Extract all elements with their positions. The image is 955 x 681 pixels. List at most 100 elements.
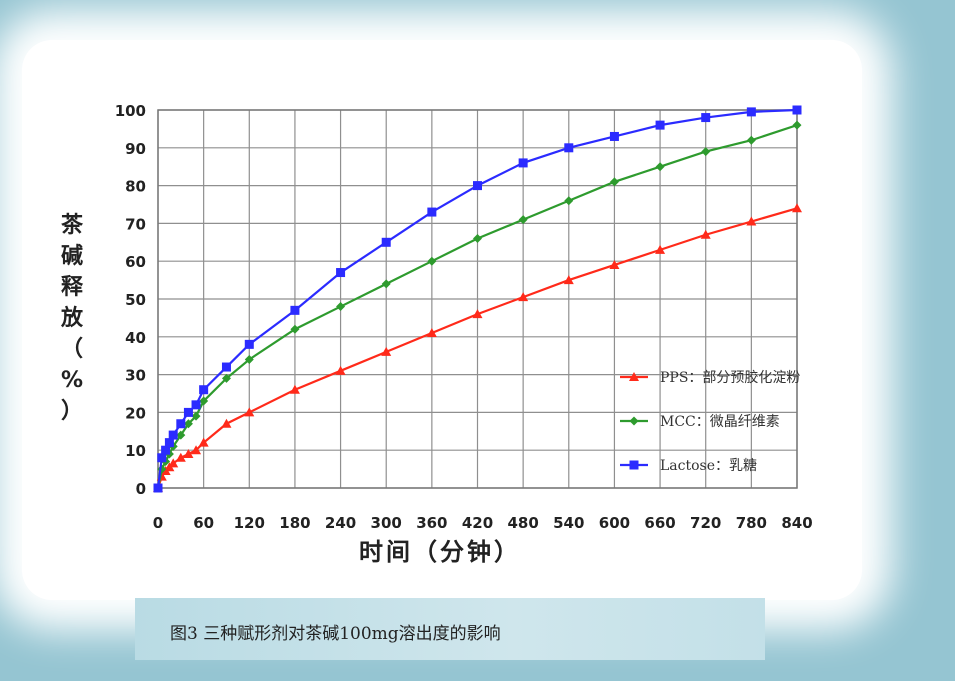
data-point bbox=[191, 411, 201, 421]
x-tick-label: 60 bbox=[193, 514, 214, 532]
x-tick-label: 660 bbox=[644, 514, 675, 532]
data-point bbox=[609, 131, 619, 141]
legend-marker bbox=[629, 460, 639, 470]
data-point bbox=[175, 452, 186, 462]
data-point bbox=[183, 407, 193, 417]
data-point bbox=[191, 445, 202, 455]
tick-labels: 0 60 120 180 240 300 360 420 480 540 600 660 720 780 8… bbox=[115, 102, 813, 532]
y-axis-label: 茶碱释放（%） bbox=[60, 213, 84, 424]
legend-label: Lactose：乳糖 bbox=[660, 458, 757, 474]
plot-area bbox=[157, 109, 798, 489]
y-tick-label: 60 bbox=[125, 253, 146, 271]
x-tick-label: 240 bbox=[325, 514, 356, 532]
y-tick-label: 50 bbox=[125, 291, 146, 309]
data-point bbox=[381, 279, 391, 289]
y-tick-label: 30 bbox=[125, 367, 146, 385]
x-tick-label: 780 bbox=[736, 514, 767, 532]
data-point bbox=[563, 275, 574, 285]
data-point bbox=[199, 385, 209, 395]
data-point bbox=[336, 268, 346, 278]
x-tick-label: 840 bbox=[781, 514, 812, 532]
data-point bbox=[290, 305, 300, 315]
data-point bbox=[609, 177, 619, 187]
y-tick-label: 70 bbox=[125, 215, 146, 233]
x-tick-label: 180 bbox=[279, 514, 310, 532]
y-tick-label: 80 bbox=[125, 178, 146, 196]
data-point bbox=[153, 483, 163, 493]
data-point bbox=[290, 324, 300, 334]
data-point bbox=[289, 384, 300, 394]
data-point bbox=[191, 400, 201, 410]
data-point bbox=[792, 120, 802, 130]
legend-marker bbox=[629, 372, 639, 381]
data-point bbox=[792, 105, 802, 115]
data-point bbox=[381, 237, 391, 247]
y-tick-label: 40 bbox=[125, 329, 146, 347]
data-point bbox=[473, 181, 482, 191]
y-tick-label: 90 bbox=[125, 140, 146, 158]
grid bbox=[157, 109, 798, 489]
data-point bbox=[655, 244, 666, 254]
x-tick-label: 420 bbox=[462, 514, 493, 532]
x-tick-label: 360 bbox=[416, 514, 447, 532]
data-point bbox=[655, 162, 665, 172]
data-point bbox=[792, 203, 802, 213]
data-point bbox=[336, 302, 346, 312]
data-point bbox=[198, 437, 209, 447]
caption-band bbox=[135, 598, 765, 660]
data-point bbox=[655, 120, 665, 130]
legend-label: MCC：微晶纤维素 bbox=[660, 414, 780, 430]
data-point bbox=[221, 373, 231, 383]
data-point bbox=[161, 445, 171, 455]
series-1 bbox=[153, 203, 802, 492]
data-point bbox=[176, 419, 186, 429]
x-tick-label: 540 bbox=[553, 514, 584, 532]
series-layer bbox=[153, 105, 802, 493]
x-tick-label: 300 bbox=[371, 514, 402, 532]
data-point bbox=[427, 207, 437, 217]
data-point bbox=[473, 234, 482, 244]
data-point bbox=[746, 216, 757, 226]
y-tick-label: 20 bbox=[125, 404, 146, 422]
x-tick-label: 0 bbox=[153, 514, 163, 532]
data-point bbox=[221, 418, 232, 428]
y-tick-label: 100 bbox=[115, 102, 146, 120]
data-point bbox=[746, 135, 756, 145]
data-point bbox=[244, 339, 254, 349]
data-point bbox=[168, 458, 179, 468]
legend-marker bbox=[629, 416, 639, 426]
x-tick-label: 480 bbox=[507, 514, 538, 532]
data-point bbox=[700, 229, 711, 239]
chart-frame bbox=[22, 40, 862, 600]
y-tick-label: 0 bbox=[136, 480, 146, 498]
y-axis-label-text: 茶碱释放（%） bbox=[60, 213, 84, 424]
data-point bbox=[564, 143, 574, 153]
data-point bbox=[176, 430, 186, 440]
x-tick-label: 600 bbox=[599, 514, 630, 532]
legend-label: PPS：部分预胶化淀粉 bbox=[660, 369, 800, 386]
data-point bbox=[609, 259, 620, 269]
data-point bbox=[701, 147, 711, 157]
data-point bbox=[701, 113, 711, 123]
data-point bbox=[746, 107, 756, 117]
data-point bbox=[472, 309, 483, 319]
data-point bbox=[518, 158, 528, 168]
data-point bbox=[381, 346, 392, 356]
figure-caption: 图3 三种赋形剂对茶碱100mg溶出度的影响 bbox=[170, 624, 501, 644]
data-point bbox=[168, 430, 178, 440]
y-tick-label: 10 bbox=[125, 442, 146, 460]
data-point bbox=[164, 438, 174, 448]
data-point bbox=[427, 256, 437, 266]
data-point bbox=[244, 407, 255, 417]
data-point bbox=[183, 448, 194, 458]
data-point bbox=[426, 328, 437, 338]
data-point bbox=[518, 292, 529, 302]
data-point bbox=[157, 453, 167, 463]
x-tick-label: 120 bbox=[234, 514, 265, 532]
data-point bbox=[564, 196, 574, 206]
data-point bbox=[221, 362, 231, 372]
series-3 bbox=[153, 105, 802, 493]
data-point bbox=[335, 365, 346, 375]
data-point bbox=[244, 354, 254, 364]
